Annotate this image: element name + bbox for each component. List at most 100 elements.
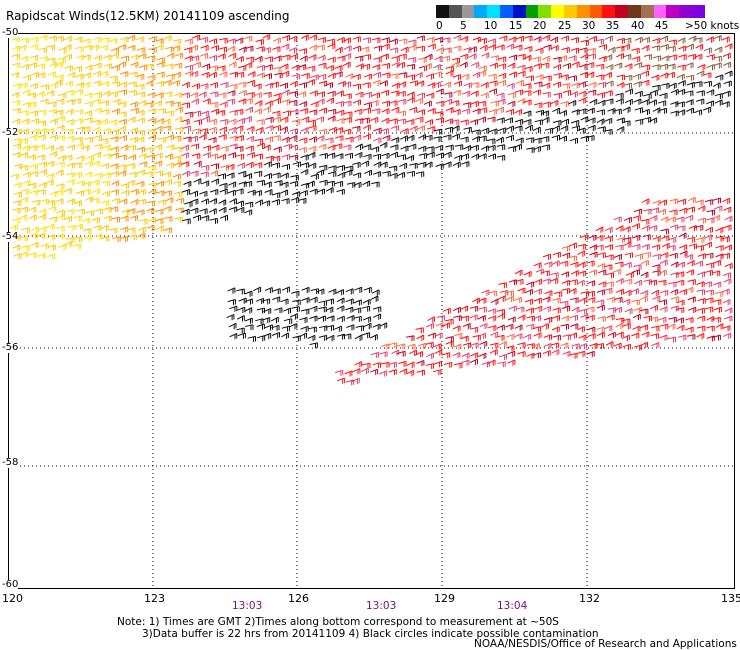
wind-barb (49, 151, 58, 158)
wind-barb (13, 191, 22, 198)
wind-barb (334, 325, 343, 332)
wind-barb (514, 269, 523, 276)
wind-barb (92, 188, 101, 195)
wind-barb (525, 307, 534, 314)
wind-barb (497, 295, 506, 302)
wind-barb (46, 160, 55, 168)
wind-barb (253, 162, 263, 169)
wind-barb (391, 106, 400, 113)
wind-barb (47, 101, 57, 108)
wind-barb (415, 327, 424, 334)
wind-barb (408, 143, 417, 150)
wind-barb (426, 352, 434, 359)
wind-barb (103, 215, 112, 222)
wind-barb (588, 35, 597, 43)
wind-barb (723, 332, 732, 339)
wind-barb (336, 377, 346, 384)
wind-barb (228, 181, 237, 188)
wind-barb (515, 137, 524, 144)
wind-barb (443, 47, 452, 54)
wind-barb (381, 100, 390, 107)
wind-barb (66, 135, 75, 142)
wind-barb (271, 155, 281, 162)
wind-barb (200, 83, 209, 90)
wind-barb (336, 315, 345, 322)
wind-barb (477, 315, 486, 322)
wind-barb (182, 170, 190, 177)
wind-barb (298, 91, 307, 98)
wind-barb (174, 52, 183, 59)
wind-barb (532, 56, 541, 63)
wind-barb (272, 37, 281, 44)
wind-barb (517, 342, 526, 349)
wind-barb (298, 82, 307, 89)
wind-barb (75, 190, 84, 197)
wind-barb (597, 126, 606, 133)
wind-barb (129, 215, 138, 222)
wind-barb (264, 324, 273, 331)
wind-barb (46, 90, 55, 97)
wind-barb (418, 153, 428, 159)
wind-barb (317, 315, 326, 322)
wind-barb (614, 62, 623, 69)
wind-barb (724, 43, 733, 50)
wind-barb (391, 55, 400, 62)
wind-barb (263, 73, 272, 80)
wind-barb (553, 120, 562, 126)
wind-barb (246, 135, 255, 143)
wind-barb (76, 208, 85, 215)
wind-barb (83, 235, 92, 242)
wind-barb (604, 287, 613, 294)
wind-barb (560, 35, 569, 42)
wind-barb (418, 145, 427, 152)
wind-barb (103, 206, 112, 213)
wind-barb (247, 335, 256, 342)
lon-label-120: 120 (2, 592, 23, 605)
wind-barb (208, 126, 217, 133)
wind-barb (264, 56, 274, 63)
wind-barb (165, 110, 174, 117)
wind-barb (685, 286, 694, 294)
wind-barb (63, 53, 72, 61)
wind-barb (289, 128, 298, 135)
wind-barb (576, 279, 585, 287)
wind-barb (597, 252, 606, 259)
wind-barb (381, 117, 390, 125)
wind-barb (342, 128, 352, 135)
wind-barb (712, 299, 722, 306)
wind-barb (228, 322, 237, 330)
lat-label-52: -52 (2, 127, 19, 138)
wind-barb (587, 89, 597, 96)
wind-barb (163, 205, 172, 212)
wind-barb (199, 36, 209, 43)
wind-barb (54, 79, 63, 86)
wind-barb (253, 286, 262, 293)
wind-barb (273, 55, 282, 62)
wind-barb (586, 62, 595, 69)
wind-barb (181, 102, 190, 109)
wind-barb (281, 34, 290, 42)
wind-barb (579, 47, 588, 54)
wind-barb (128, 81, 137, 88)
wind-barb (110, 189, 119, 196)
wind-barb (318, 164, 328, 171)
wind-barb (460, 335, 469, 342)
wind-barb (460, 119, 469, 126)
wind-barb (597, 263, 606, 270)
wind-barb (579, 63, 588, 70)
wind-barb (48, 205, 57, 213)
wind-barb (623, 74, 633, 81)
wind-barb (102, 145, 111, 151)
wind-barb (388, 342, 398, 349)
wind-barb (391, 82, 400, 89)
wind-barb (75, 117, 84, 124)
wind-barb (625, 272, 634, 279)
wind-barb (310, 101, 319, 108)
wind-barb (362, 107, 372, 114)
wind-barb (28, 101, 37, 108)
wind-barb (558, 109, 567, 117)
wind-barb (354, 286, 363, 293)
wind-barb (443, 134, 452, 141)
wind-barb (415, 351, 423, 358)
wind-barb (649, 214, 658, 222)
